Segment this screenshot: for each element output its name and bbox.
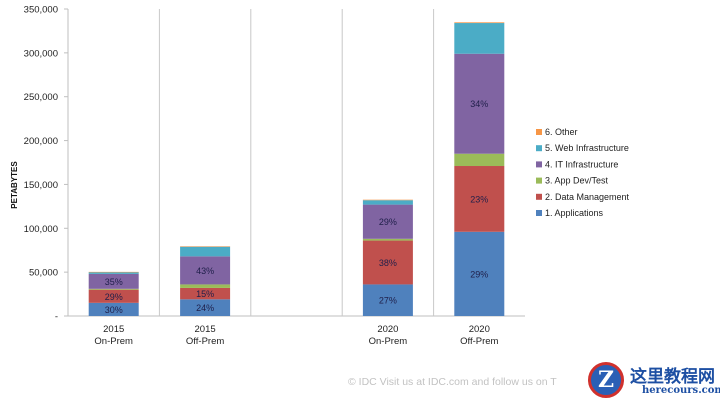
legend-swatch <box>536 145 542 152</box>
data-label: 38% <box>379 258 397 268</box>
x-category-label-deployment: Off-Prem <box>186 336 224 347</box>
bar-segment-4 <box>88 273 139 289</box>
copyright-footer: © IDC Visit us at IDC.com and follow us … <box>348 376 557 388</box>
data-label: 30% <box>105 305 123 315</box>
data-label: 29% <box>105 292 123 302</box>
bar-segment-4 <box>454 53 505 154</box>
legend-item-label: 2. Data Management <box>545 192 630 202</box>
bars <box>88 22 505 316</box>
bar-segment-5 <box>362 200 413 205</box>
watermark-subtitle: herecours.com <box>642 385 720 396</box>
bar-segment-4 <box>362 204 413 239</box>
bar-segment-5 <box>454 23 505 54</box>
x-category-label-year: 2020 <box>377 324 398 335</box>
y-tick-label: 250,000 <box>24 92 58 103</box>
bar-segment-4 <box>180 256 231 285</box>
bar-segment-5 <box>180 246 231 257</box>
data-label: 29% <box>379 217 397 227</box>
bar-segment-3 <box>88 288 139 290</box>
legend-swatch <box>536 161 542 168</box>
bar-segment-2 <box>362 240 413 285</box>
bar-segment-1 <box>454 231 505 316</box>
legend-item-label: 6. Other <box>545 127 578 137</box>
data-label: 27% <box>379 296 397 306</box>
legend-item-label: 1. Applications <box>545 208 604 218</box>
y-tick-label: - <box>55 312 58 323</box>
bar-segment-6 <box>180 246 231 247</box>
bar-segment-6 <box>454 22 505 24</box>
y-tick-label: 100,000 <box>24 224 58 235</box>
y-axis-label: PETABYTES <box>10 161 19 209</box>
x-category-label-deployment: On-Prem <box>369 336 408 347</box>
data-label: 34% <box>470 99 488 109</box>
bar-segment-1 <box>362 284 413 316</box>
x-category-label-year: 2020 <box>469 324 490 335</box>
watermark-title: 这里教程网 <box>630 367 715 387</box>
legend-swatch <box>536 210 542 216</box>
watermark: Z 这里教程网 herecours.com <box>586 360 720 404</box>
data-label: 15% <box>196 289 214 299</box>
axes: - 50,000 100,000 150,000 200,000 250,000 300,0… <box>24 5 525 323</box>
bar-segment-3 <box>180 284 231 288</box>
bar-segment-2 <box>454 166 505 232</box>
bar-segment-5 <box>88 272 139 274</box>
bar-segment-1 <box>180 299 231 316</box>
bar-segment-3 <box>362 238 413 241</box>
bar-segment-1 <box>88 302 139 316</box>
y-tick-label: 50,000 <box>29 268 58 279</box>
bar-segment-6 <box>88 271 139 273</box>
legend-swatch <box>536 177 542 184</box>
x-category-label-year: 2015 <box>195 324 216 335</box>
x-category-label-deployment: On-Prem <box>94 336 133 347</box>
data-label: 23% <box>470 194 488 204</box>
bar-segment-6 <box>362 199 413 201</box>
legend-swatch <box>536 129 542 135</box>
legend-swatch <box>536 193 542 200</box>
y-tick-label: 350,000 <box>24 5 58 16</box>
legend: 6. Other 5. Web Infrastructure 4. IT Infra… <box>536 127 630 218</box>
data-label: 29% <box>470 269 488 279</box>
x-category-label-year: 2015 <box>103 324 124 335</box>
y-tick-label: 200,000 <box>24 136 58 147</box>
x-category-label-deployment: Off-Prem <box>460 336 498 347</box>
watermark-logo-icon: Z <box>588 362 624 398</box>
labels: 2015On-Prem2015Off-Prem2020On-Prem2020Of… <box>94 99 498 347</box>
y-tick-label: 300,000 <box>24 48 58 59</box>
legend-item-label: 3. App Dev/Test <box>545 176 609 186</box>
bar-segment-2 <box>88 289 139 303</box>
bar-segment-2 <box>180 287 231 300</box>
data-label: 43% <box>196 266 214 276</box>
bar-segment-3 <box>454 153 505 167</box>
legend-item-label: 5. Web Infrastructure <box>545 143 629 153</box>
data-label: 24% <box>196 303 214 313</box>
legend-item-label: 4. IT Infrastructure <box>545 159 618 169</box>
y-tick-label: 150,000 <box>24 180 58 191</box>
data-label: 35% <box>105 277 123 287</box>
